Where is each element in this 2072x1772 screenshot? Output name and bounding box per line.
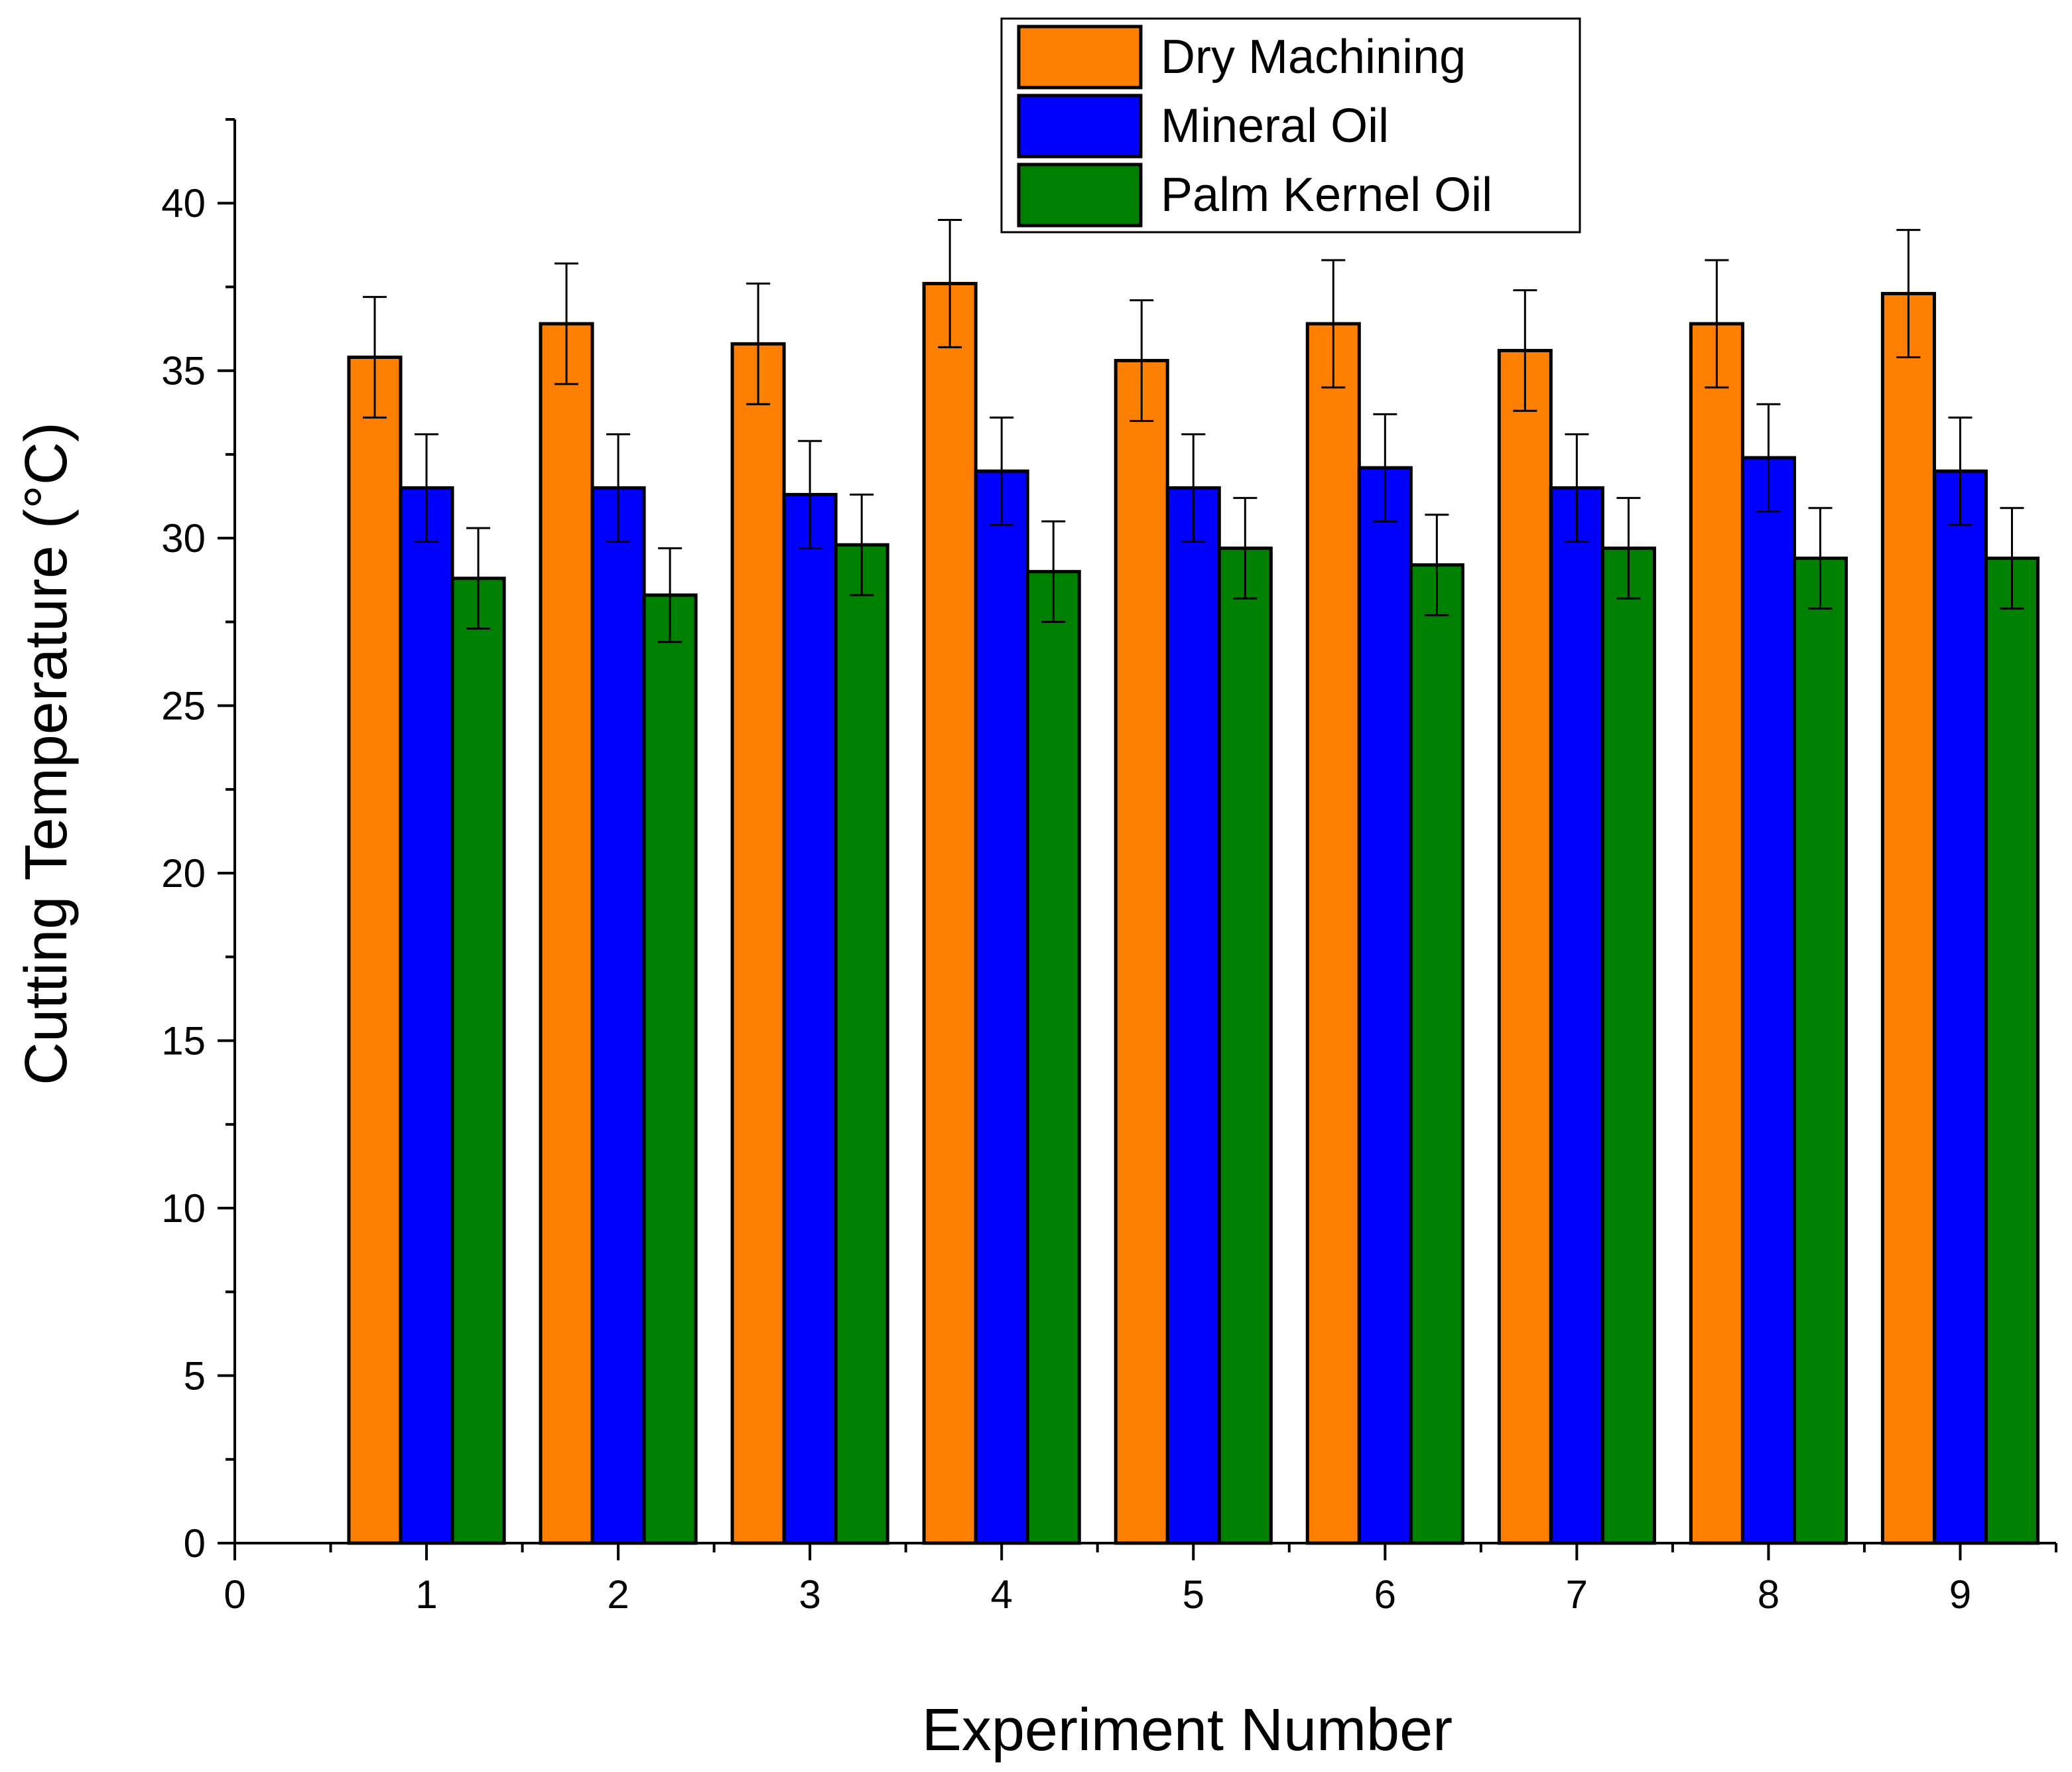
- legend-swatch: [1017, 163, 1143, 228]
- y-tick-label: 40: [161, 181, 206, 226]
- bar-dry-machining-exp-7: [1497, 348, 1553, 1545]
- error-bar: [1565, 433, 1589, 543]
- bar-dry-machining-exp-9: [1880, 292, 1936, 1545]
- y-tick-label: 35: [161, 349, 206, 393]
- error-bar: [1616, 497, 1641, 600]
- error-bar: [746, 282, 771, 405]
- axes-group: [233, 119, 2056, 1544]
- error-bar: [1130, 299, 1154, 422]
- error-bar: [850, 494, 874, 596]
- y-tick-label: 5: [184, 1354, 206, 1398]
- y-axis: 0 5 10 15 20 25 30 35 40: [161, 118, 235, 1566]
- error-bars-group: [363, 218, 2024, 644]
- bars-group: [347, 281, 2040, 1545]
- bar-dry-machining-exp-2: [539, 322, 594, 1545]
- error-bar: [1233, 497, 1258, 600]
- error-bar: [658, 547, 682, 644]
- x-tick-label: 5: [1183, 1572, 1204, 1617]
- error-bar: [1181, 433, 1206, 543]
- bar-mineral-oil-exp-4: [974, 469, 1029, 1545]
- bar-mineral-oil-exp-2: [590, 486, 646, 1545]
- error-bar: [1705, 259, 1729, 389]
- legend: Dry Machining Mineral Oil Palm Kernel Oil: [1000, 17, 1581, 234]
- legend-label: Dry Machining: [1161, 31, 1466, 84]
- error-bar: [1321, 259, 1346, 389]
- y-tick-label: 10: [161, 1186, 206, 1231]
- error-bar: [2000, 507, 2024, 610]
- y-tick-label: 30: [161, 516, 206, 561]
- x-tick-label: 1: [415, 1572, 437, 1617]
- bar-mineral-oil-exp-1: [399, 486, 454, 1545]
- bar-palm-kernel-oil-exp-1: [450, 577, 506, 1545]
- error-bar: [798, 440, 822, 549]
- y-tick-label: 15: [161, 1019, 206, 1063]
- bar-dry-machining-exp-1: [347, 356, 403, 1545]
- error-bar: [554, 262, 579, 385]
- bar-palm-kernel-oil-exp-5: [1217, 546, 1273, 1545]
- x-tick-label: 3: [799, 1572, 820, 1617]
- error-bar: [415, 433, 439, 543]
- x-tick-label: 0: [224, 1572, 245, 1617]
- legend-swatch: [1017, 94, 1143, 159]
- bar-dry-machining-exp-5: [1114, 359, 1169, 1545]
- x-tick-label: 4: [991, 1572, 1013, 1617]
- bar-palm-kernel-oil-exp-7: [1600, 546, 1656, 1545]
- bar-mineral-oil-exp-9: [1932, 469, 1988, 1545]
- bar-mineral-oil-exp-8: [1740, 456, 1796, 1545]
- error-bar: [1756, 403, 1781, 513]
- x-tick-label: 6: [1374, 1572, 1396, 1617]
- error-bar: [466, 527, 491, 630]
- legend-label: Palm Kernel Oil: [1161, 169, 1492, 222]
- error-bar: [1948, 416, 1973, 526]
- error-bar: [1373, 413, 1397, 523]
- x-tick-label: 7: [1566, 1572, 1588, 1617]
- legend-swatch: [1017, 25, 1143, 90]
- error-bar: [1041, 520, 1066, 623]
- y-tick-label: 20: [161, 851, 206, 896]
- bar-palm-kernel-oil-exp-3: [834, 543, 889, 1545]
- error-bar: [606, 433, 631, 543]
- bar-palm-kernel-oil-exp-2: [642, 593, 698, 1545]
- error-bar: [1425, 513, 1449, 616]
- y-tick-label: 25: [161, 684, 206, 728]
- bar-mineral-oil-exp-3: [782, 493, 838, 1545]
- x-tick-label: 2: [607, 1572, 629, 1617]
- error-bar: [990, 416, 1014, 526]
- x-tick-label: 9: [1949, 1572, 1971, 1617]
- bar-palm-kernel-oil-exp-9: [1984, 556, 2040, 1545]
- bar-dry-machining-exp-3: [730, 342, 786, 1545]
- error-bar: [1808, 507, 1833, 610]
- error-bar: [1513, 289, 1537, 412]
- x-axis-title: Experiment Number: [922, 1697, 1453, 1763]
- bar-dry-machining-exp-6: [1305, 322, 1361, 1545]
- x-axis: 0 1 2 3 4 5 6 7 8 9: [224, 1543, 2057, 1617]
- error-bar: [363, 296, 387, 419]
- y-tick-label: 0: [184, 1521, 206, 1566]
- bar-palm-kernel-oil-exp-6: [1409, 563, 1464, 1545]
- legend-label: Mineral Oil: [1161, 100, 1389, 153]
- bar-dry-machining-exp-8: [1689, 322, 1744, 1545]
- bar-mineral-oil-exp-5: [1165, 486, 1221, 1545]
- x-tick-label: 8: [1758, 1572, 1780, 1617]
- bar-dry-machining-exp-4: [922, 281, 978, 1545]
- bar-mineral-oil-exp-7: [1549, 486, 1604, 1545]
- bar-palm-kernel-oil-exp-4: [1025, 570, 1081, 1545]
- error-bar: [938, 218, 962, 348]
- bar-palm-kernel-oil-exp-8: [1792, 556, 1848, 1545]
- bar-mineral-oil-exp-6: [1357, 466, 1413, 1545]
- y-axis-title: Cutting Temperature (°C): [13, 422, 80, 1085]
- error-bar: [1896, 229, 1921, 359]
